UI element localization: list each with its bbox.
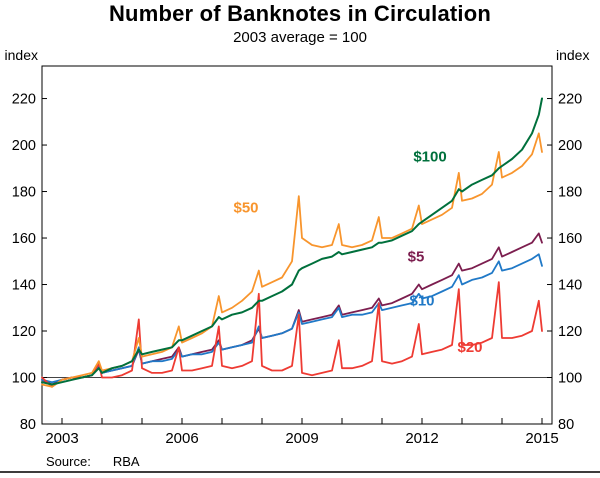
y-tick-label-right: 120 <box>558 324 582 340</box>
series-label-usd20: $20 <box>457 339 482 356</box>
y-tick-label-left: 80 <box>20 417 36 433</box>
bottom-rule <box>0 471 600 473</box>
plot-border <box>41 65 553 425</box>
source-value: RBA <box>112 454 140 469</box>
y-tick-label-left: 200 <box>12 138 36 154</box>
x-tick-label: 2006 <box>165 430 198 447</box>
x-tick-label: 2003 <box>45 430 78 447</box>
y-tick-label-left: 220 <box>12 92 36 108</box>
y-tick-label-left: 120 <box>12 324 36 340</box>
x-tick-label: 2009 <box>285 430 318 447</box>
y-tick-label-right: 140 <box>558 278 582 294</box>
y-tick-label-left: 180 <box>12 185 36 201</box>
y-tick-label-right: 180 <box>558 185 582 201</box>
y-tick-label-right: 200 <box>558 138 582 154</box>
y-tick-label-right: 80 <box>558 417 574 433</box>
x-tick-label: 2012 <box>405 430 438 447</box>
chart-title: Number of Banknotes in Circulation <box>108 1 492 26</box>
y-tick-label-left: 140 <box>12 278 36 294</box>
series-label-usd100: $100 <box>413 148 446 165</box>
y-tick-label-right: 100 <box>558 371 582 387</box>
x-tick-label: 2015 <box>525 430 558 447</box>
y-tick-label-right: 220 <box>558 92 582 108</box>
source-label: Source: <box>46 454 91 469</box>
series-line-usd20 <box>41 281 543 388</box>
series-line-usd100 <box>41 97 543 386</box>
y-axis-unit-left: index <box>5 47 38 63</box>
y-tick-label-left: 100 <box>12 371 36 387</box>
chart-subtitle: 2003 average = 100 <box>233 29 367 46</box>
source-note: Source: RBA <box>46 454 140 469</box>
series-label-usd5: $5 <box>408 248 425 265</box>
y-tick-label-right: 160 <box>558 231 582 247</box>
y-tick-label-left: 160 <box>12 231 36 247</box>
series-label-usd50: $50 <box>233 199 258 216</box>
y-axis-unit-right: index <box>556 47 589 63</box>
series-label-usd10: $10 <box>409 292 434 309</box>
